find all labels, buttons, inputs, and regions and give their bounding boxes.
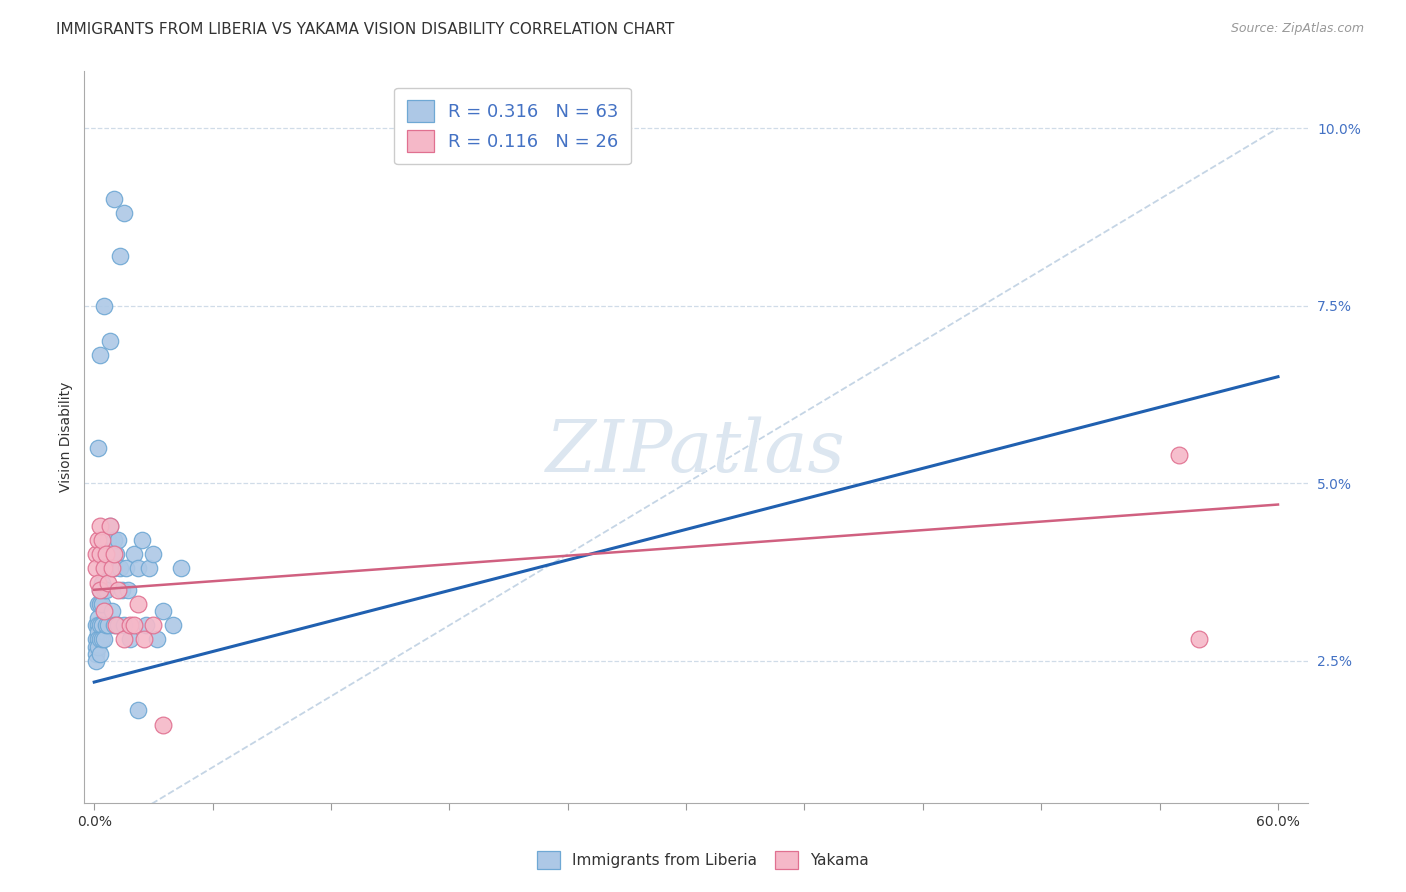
- Point: [87, 632, 110, 647]
- Point: [94, 547, 117, 561]
- Point: [138, 561, 160, 575]
- Point: [91, 533, 114, 547]
- Point: [103, 192, 125, 206]
- Point: [152, 717, 174, 731]
- Point: [104, 547, 127, 561]
- Point: [87, 597, 110, 611]
- Text: IMMIGRANTS FROM LIBERIA VS YAKAMA VISION DISABILITY CORRELATION CHART: IMMIGRANTS FROM LIBERIA VS YAKAMA VISION…: [56, 22, 675, 37]
- Point: [114, 561, 136, 575]
- Point: [111, 582, 134, 597]
- Point: [135, 618, 157, 632]
- Text: Source: ZipAtlas.com: Source: ZipAtlas.com: [1230, 22, 1364, 36]
- Point: [1168, 448, 1191, 462]
- Legend: Immigrants from Liberia, Yakama: Immigrants from Liberia, Yakama: [530, 845, 876, 875]
- Point: [97, 575, 120, 590]
- Point: [98, 334, 121, 349]
- Point: [87, 611, 110, 625]
- Point: [101, 604, 124, 618]
- Point: [93, 561, 115, 575]
- Point: [170, 561, 193, 575]
- Point: [89, 582, 111, 597]
- Point: [84, 561, 107, 575]
- Point: [89, 348, 111, 362]
- Point: [93, 604, 115, 618]
- Point: [1188, 632, 1211, 647]
- Point: [87, 640, 110, 654]
- Point: [89, 597, 111, 611]
- Point: [108, 249, 131, 263]
- Point: [103, 533, 125, 547]
- Point: [93, 632, 115, 647]
- Point: [104, 618, 127, 632]
- Point: [98, 519, 121, 533]
- Point: [117, 582, 139, 597]
- Point: [89, 632, 111, 647]
- Point: [87, 618, 110, 632]
- Point: [127, 597, 149, 611]
- Point: [97, 561, 120, 575]
- Point: [93, 299, 115, 313]
- Point: [93, 582, 115, 597]
- Point: [118, 618, 141, 632]
- Y-axis label: Vision Disability: Vision Disability: [59, 382, 73, 492]
- Point: [101, 547, 124, 561]
- Point: [112, 618, 135, 632]
- Point: [97, 533, 120, 547]
- Point: [84, 640, 107, 654]
- Point: [84, 632, 107, 647]
- Text: ZIPatlas: ZIPatlas: [546, 417, 846, 487]
- Point: [91, 597, 114, 611]
- Point: [142, 618, 165, 632]
- Point: [146, 632, 169, 647]
- Point: [87, 533, 110, 547]
- Point: [84, 547, 107, 561]
- Point: [89, 547, 111, 561]
- Point: [94, 547, 117, 561]
- Point: [142, 547, 165, 561]
- Point: [162, 618, 184, 632]
- Point: [127, 561, 149, 575]
- Point: [122, 547, 145, 561]
- Point: [94, 582, 117, 597]
- Point: [103, 547, 125, 561]
- Point: [91, 618, 114, 632]
- Point: [98, 519, 121, 533]
- Point: [87, 441, 110, 455]
- Point: [122, 618, 145, 632]
- Point: [103, 561, 125, 575]
- Point: [98, 561, 121, 575]
- Point: [94, 618, 117, 632]
- Point: [152, 604, 174, 618]
- Point: [131, 533, 153, 547]
- Point: [87, 625, 110, 640]
- Point: [89, 519, 111, 533]
- Point: [91, 575, 114, 590]
- Point: [127, 704, 149, 718]
- Point: [107, 533, 129, 547]
- Point: [84, 618, 107, 632]
- Point: [97, 618, 120, 632]
- Point: [112, 206, 135, 220]
- Point: [132, 632, 155, 647]
- Point: [87, 575, 110, 590]
- Point: [91, 632, 114, 647]
- Point: [118, 632, 141, 647]
- Point: [93, 561, 115, 575]
- Point: [108, 561, 131, 575]
- Legend: R = 0.316   N = 63, R = 0.116   N = 26: R = 0.316 N = 63, R = 0.116 N = 26: [394, 87, 631, 164]
- Point: [89, 582, 111, 597]
- Point: [89, 618, 111, 632]
- Point: [84, 647, 107, 661]
- Point: [107, 618, 129, 632]
- Point: [103, 618, 125, 632]
- Point: [112, 632, 135, 647]
- Point: [89, 647, 111, 661]
- Point: [84, 654, 107, 668]
- Point: [107, 582, 129, 597]
- Point: [101, 561, 124, 575]
